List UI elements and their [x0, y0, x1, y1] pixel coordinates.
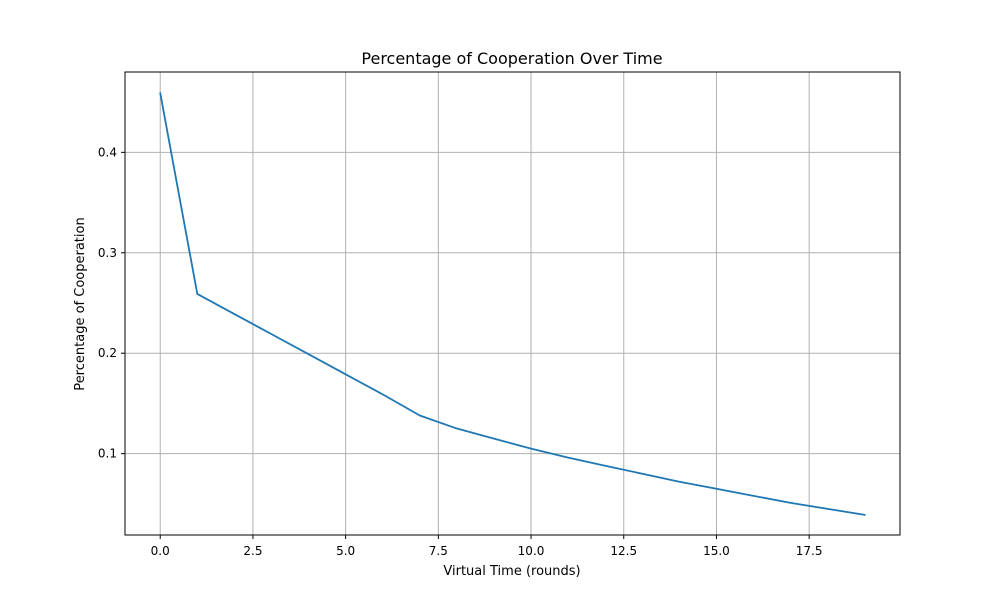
x-tick-label: 17.5	[796, 544, 823, 558]
grid-lines	[125, 72, 900, 535]
chart-title: Percentage of Cooperation Over Time	[361, 49, 662, 68]
x-tick-label: 5.0	[336, 544, 355, 558]
y-tick-label: 0.4	[98, 145, 117, 159]
x-tick-label: 0.0	[151, 544, 170, 558]
y-tick-label: 0.1	[98, 447, 117, 461]
x-axis-ticks: 0.0 2.5 5.0 7.5 10.0 12.5 15.0 17.5	[151, 535, 823, 558]
series-line	[159, 92, 866, 516]
x-tick-label: 2.5	[243, 544, 262, 558]
y-tick-label: 0.2	[98, 346, 117, 360]
x-tick-label: 7.5	[429, 544, 448, 558]
y-axis-ticks: 0.1 0.2 0.3 0.4	[98, 145, 125, 461]
x-tick-label: 15.0	[703, 544, 730, 558]
series-layer	[159, 92, 866, 516]
plot-frame	[124, 71, 901, 536]
x-tick-label: 12.5	[610, 544, 637, 558]
x-tick-label: 10.0	[518, 544, 545, 558]
y-tick-label: 0.3	[98, 246, 117, 260]
x-axis-label: Virtual Time (rounds)	[443, 564, 580, 579]
y-axis-label: Percentage of Cooperation	[73, 217, 88, 390]
